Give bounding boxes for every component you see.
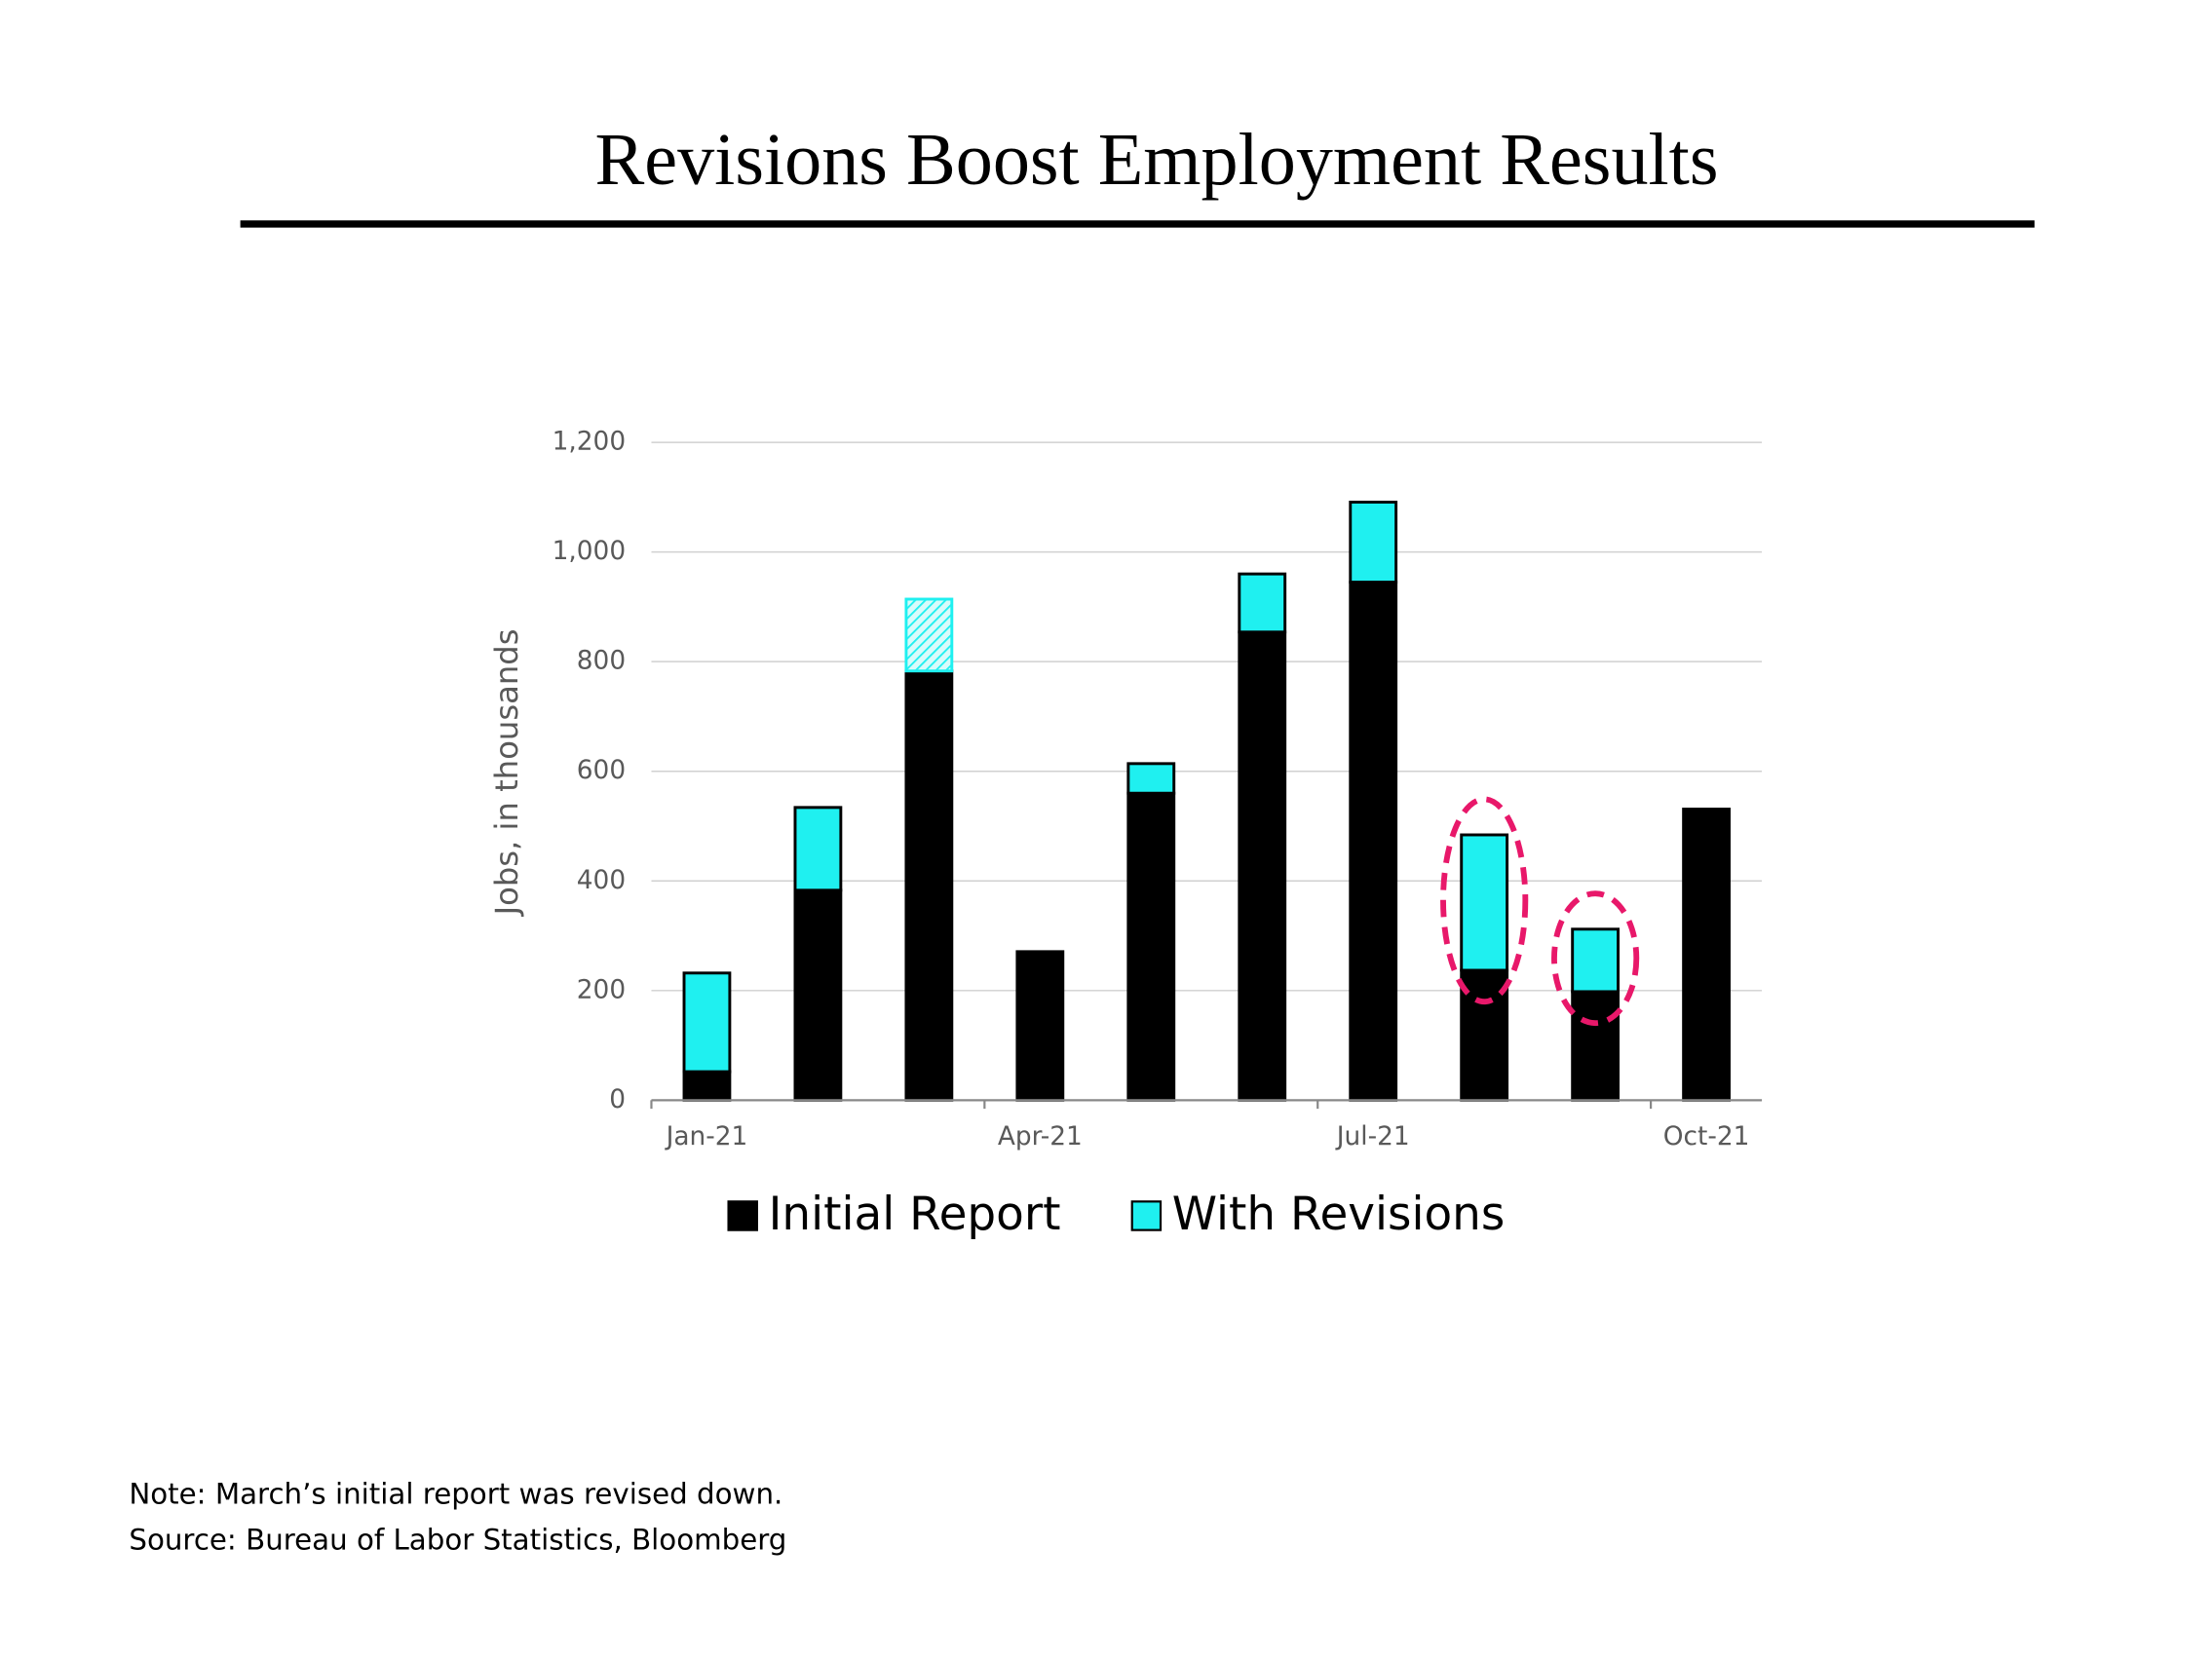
source: Source: Bureau of Labor Statistics, Bloo… <box>129 1523 786 1556</box>
y-tick-label: 1,000 <box>553 537 626 566</box>
legend-swatch <box>1130 1200 1163 1231</box>
bar-segment <box>904 597 954 673</box>
legend-swatch <box>727 1200 758 1231</box>
bar-segment <box>1682 808 1731 1102</box>
y-tick-label: 0 <box>609 1085 626 1114</box>
x-tick-label: Jul-21 <box>1335 1122 1410 1151</box>
bar-segment <box>1571 990 1621 1102</box>
bar-segment <box>1460 833 1509 972</box>
bar-segment <box>682 1070 732 1102</box>
bar-segment <box>793 806 843 892</box>
x-tick-label: Apr-21 <box>998 1122 1083 1151</box>
y-tick-label: 1,200 <box>553 428 626 457</box>
bar-segment <box>1126 762 1176 795</box>
bar-segment <box>1349 581 1398 1102</box>
bar-segment <box>1126 791 1176 1102</box>
bar-segment <box>1571 927 1621 994</box>
highlight-ellipse <box>1551 890 1640 1027</box>
title: Revisions Boost Employment Results <box>595 119 1719 201</box>
bar-segment <box>1238 630 1287 1102</box>
note: Note: March’s initial report was revised… <box>129 1478 782 1511</box>
y-tick-label: 200 <box>577 975 626 1004</box>
x-tick-label: Oct-21 <box>1663 1122 1750 1151</box>
bar-segment <box>1349 500 1398 585</box>
y-tick-label: 600 <box>577 756 626 785</box>
y-tick-label: 800 <box>577 647 626 676</box>
bar-segment <box>1238 572 1287 634</box>
y-tick-label: 400 <box>577 866 626 895</box>
legend-label: With Revisions <box>1172 1188 1506 1241</box>
highlight-ellipse <box>1440 796 1529 1005</box>
y-axis-label: Jobs, in thousands <box>488 628 525 917</box>
legend-label: Initial Report <box>769 1188 1061 1241</box>
bar-segment <box>904 669 954 1102</box>
bar-segment <box>793 888 843 1102</box>
bar-segment <box>682 971 732 1074</box>
bar-segment <box>1015 950 1065 1102</box>
x-tick-label: Jan-21 <box>665 1122 748 1151</box>
